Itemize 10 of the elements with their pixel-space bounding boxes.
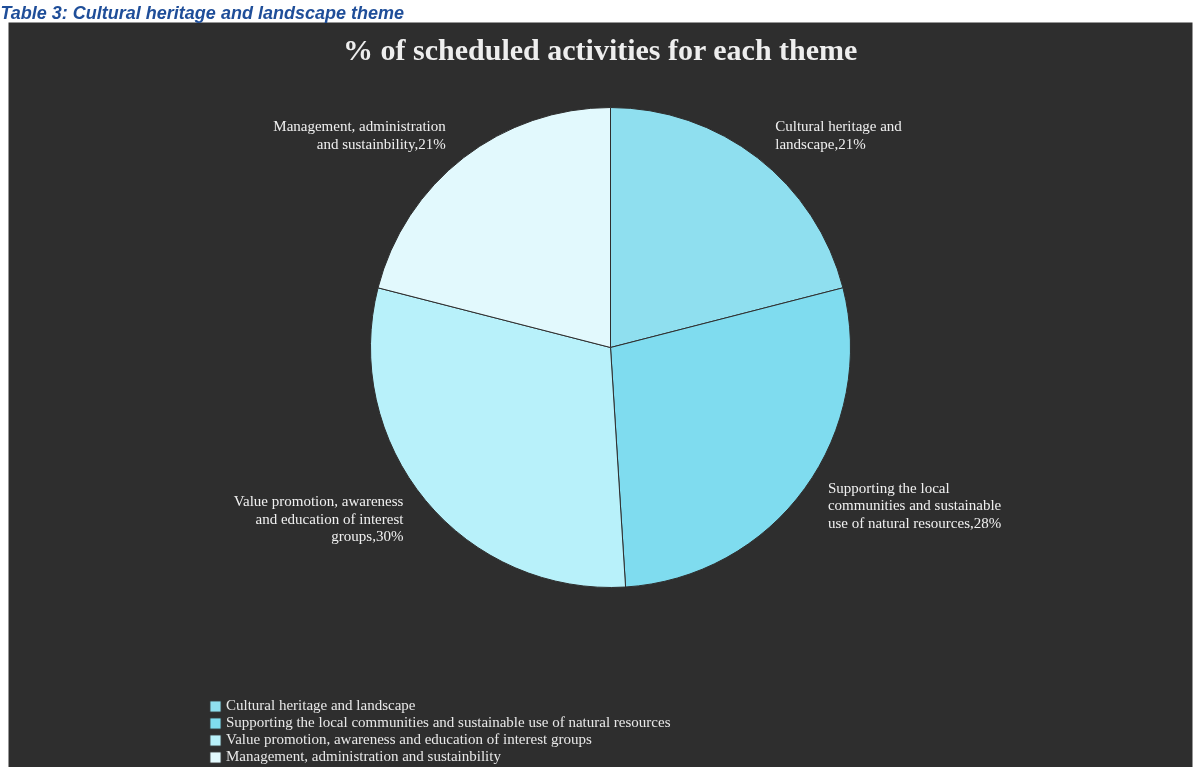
legend-label: Value promotion, awareness and education of interest groups [226, 731, 592, 748]
data-label: Value promotion, awareness and education of interest groups,30% [233, 493, 405, 545]
legend-label: Supporting the local communities and sustainable use of natural resources [226, 714, 671, 731]
data-label: Management, administration and sustainbility,21% [273, 118, 447, 152]
caption: Table 3: Cultural heritage and landscape theme [0, 2, 404, 23]
chart-title: % of scheduled activities for each theme [343, 32, 858, 66]
legend-label: Cultural heritage and landscape [226, 697, 416, 714]
legend-label: Management, administration and sustainbility [226, 748, 501, 765]
data-label: Supporting the local communities and sustainable use of natural resources,28% [827, 479, 1002, 532]
data-label: Cultural heritage and landscape,21% [775, 118, 903, 152]
